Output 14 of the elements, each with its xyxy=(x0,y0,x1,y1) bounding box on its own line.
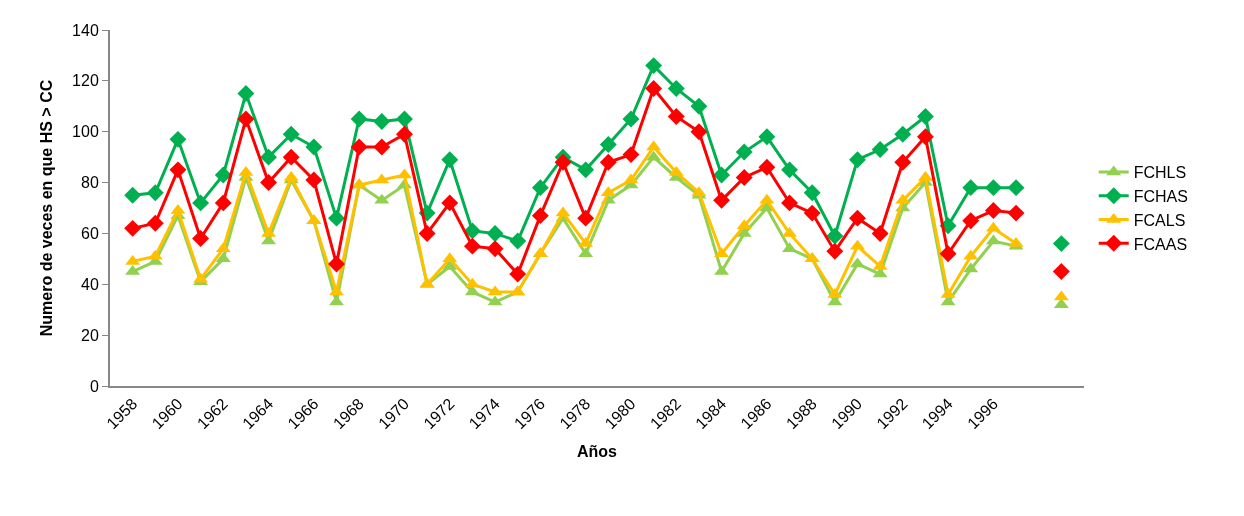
y-tick-label: 20 xyxy=(81,326,99,344)
y-tick-label: 140 xyxy=(72,21,99,39)
legend-label: FCAAS xyxy=(1133,235,1188,253)
y-tick-label: 120 xyxy=(72,72,99,90)
x-axis-title: Años xyxy=(577,443,618,461)
y-tick-label: 100 xyxy=(72,123,99,141)
y-tick-label: 80 xyxy=(81,174,99,192)
y-axis-title: Numero de veces en que HS > CC xyxy=(38,79,56,337)
legend-label: FCHLS xyxy=(1133,164,1187,182)
y-tick-label: 0 xyxy=(89,377,99,395)
y-tick-label: 40 xyxy=(81,275,99,293)
legend-label: FCHAS xyxy=(1133,187,1188,205)
y-tick-label: 60 xyxy=(81,225,99,243)
legend-label: FCALS xyxy=(1133,211,1186,229)
